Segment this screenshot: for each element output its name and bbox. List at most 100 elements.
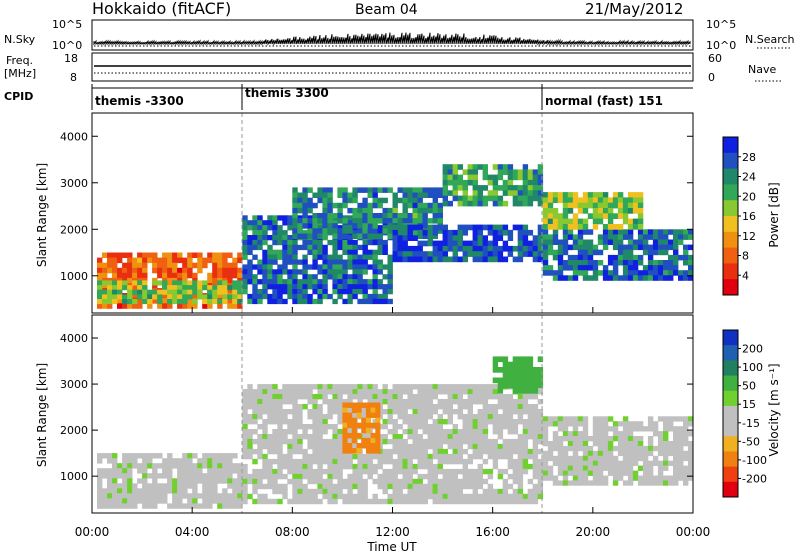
heatmap-cell	[232, 294, 238, 300]
heatmap-cell	[302, 404, 308, 410]
heatmap-cell	[487, 240, 494, 247]
heatmap-cell	[167, 262, 173, 269]
heatmap-cell	[582, 465, 589, 471]
heatmap-cell	[382, 225, 388, 231]
heatmap-cell	[262, 274, 268, 280]
heatmap-cell	[537, 493, 544, 500]
heatmap-cell	[678, 426, 684, 432]
heatmap-cell	[427, 463, 433, 470]
heatmap-cell	[442, 493, 448, 500]
heatmap-cell	[673, 450, 679, 457]
ytick-label: 3000	[60, 177, 88, 190]
heatmap-cell	[102, 267, 108, 274]
heatmap-cell	[147, 488, 153, 494]
heatmap-cell	[647, 249, 654, 256]
heatmap-cell	[252, 473, 258, 480]
heatmap-cell	[277, 453, 283, 460]
heatmap-cell	[412, 419, 418, 425]
heatmap-cell	[122, 299, 128, 305]
heatmap-cell	[527, 185, 534, 191]
heatmap-cell	[347, 429, 353, 435]
heatmap-cell	[337, 473, 343, 480]
heatmap-cell	[632, 475, 639, 481]
heatmap-cell	[262, 429, 268, 435]
heatmap-cell	[142, 483, 148, 489]
heatmap-cell	[647, 416, 654, 422]
heatmap-cell	[397, 228, 403, 234]
heatmap-cell	[427, 468, 433, 475]
heatmap-cell	[342, 264, 348, 270]
heatmap-cell	[632, 270, 639, 276]
heatmap-cell	[122, 493, 128, 499]
heatmap-cell	[447, 438, 453, 445]
heatmap-cell	[237, 289, 243, 295]
heatmap-cell	[327, 473, 333, 480]
heatmap-cell	[372, 230, 378, 236]
heatmap-cell	[467, 443, 473, 450]
heatmap-cell	[247, 443, 253, 450]
heatmap-cell	[502, 372, 509, 378]
heatmap-cell	[317, 293, 323, 300]
heatmap-cell	[347, 483, 353, 490]
heatmap-cell	[637, 234, 644, 240]
heatmap-cell	[292, 202, 298, 209]
heatmap-cell	[372, 187, 378, 193]
heatmap-cell	[607, 450, 614, 457]
heatmap-cell	[242, 488, 248, 495]
heatmap-cell	[612, 213, 619, 219]
heatmap-cell	[262, 384, 268, 390]
heatmap-cell	[617, 475, 624, 481]
heatmap-cell	[462, 483, 468, 490]
heatmap-cell	[127, 493, 133, 499]
heatmap-cell	[472, 229, 478, 236]
heatmap-cell	[537, 468, 544, 475]
heatmap-cell	[172, 280, 178, 286]
heatmap-cell	[502, 179, 509, 186]
heatmap-cell	[427, 443, 433, 450]
heatmap-cell	[407, 498, 413, 505]
heatmap-cell	[207, 493, 213, 499]
heatmap-cell	[432, 478, 438, 485]
heatmap-cell	[227, 493, 233, 499]
heatmap-cell	[332, 223, 338, 229]
heatmap-cell	[457, 493, 463, 500]
heatmap-cell	[297, 478, 303, 485]
heatmap-cell	[397, 245, 403, 252]
heatmap-cell	[482, 478, 489, 485]
heatmap-cell	[668, 421, 674, 427]
heatmap-cell	[307, 249, 313, 255]
heatmap-cell	[242, 429, 248, 435]
heatmap-cell	[142, 267, 148, 274]
heatmap-cell	[327, 213, 333, 219]
heatmap-cell	[492, 251, 499, 257]
heatmap-cell	[417, 224, 423, 231]
heatmap-cell	[257, 424, 263, 430]
heatmap-cell	[372, 202, 378, 209]
heatmap-cell	[602, 441, 609, 447]
nave-tick-top: 60	[708, 52, 722, 65]
heatmap-cell	[487, 179, 494, 186]
heatmap-cell	[557, 224, 564, 230]
heatmap-cell	[357, 488, 363, 495]
heatmap-cell	[237, 257, 243, 264]
heatmap-cell	[482, 419, 489, 425]
heatmap-cell	[232, 272, 238, 279]
heatmap-cell	[202, 493, 208, 499]
heatmap-cell	[557, 465, 564, 471]
heatmap-cell	[663, 431, 669, 437]
heatmap-cell	[457, 448, 463, 455]
heatmap-cell	[602, 229, 609, 235]
heatmap-cell	[512, 448, 519, 455]
heatmap-cell	[207, 453, 213, 459]
heatmap-cell	[292, 213, 298, 219]
heatmap-cell	[668, 441, 674, 447]
heatmap-cell	[557, 416, 564, 422]
heatmap-cell	[497, 404, 504, 410]
heatmap-cell	[282, 488, 288, 495]
heatmap-cell	[137, 252, 143, 258]
heatmap-cell	[352, 244, 358, 251]
heatmap-cell	[622, 197, 629, 204]
heatmap-cell	[282, 230, 288, 236]
heatmap-cell	[342, 399, 348, 405]
heatmap-cell	[522, 367, 529, 373]
